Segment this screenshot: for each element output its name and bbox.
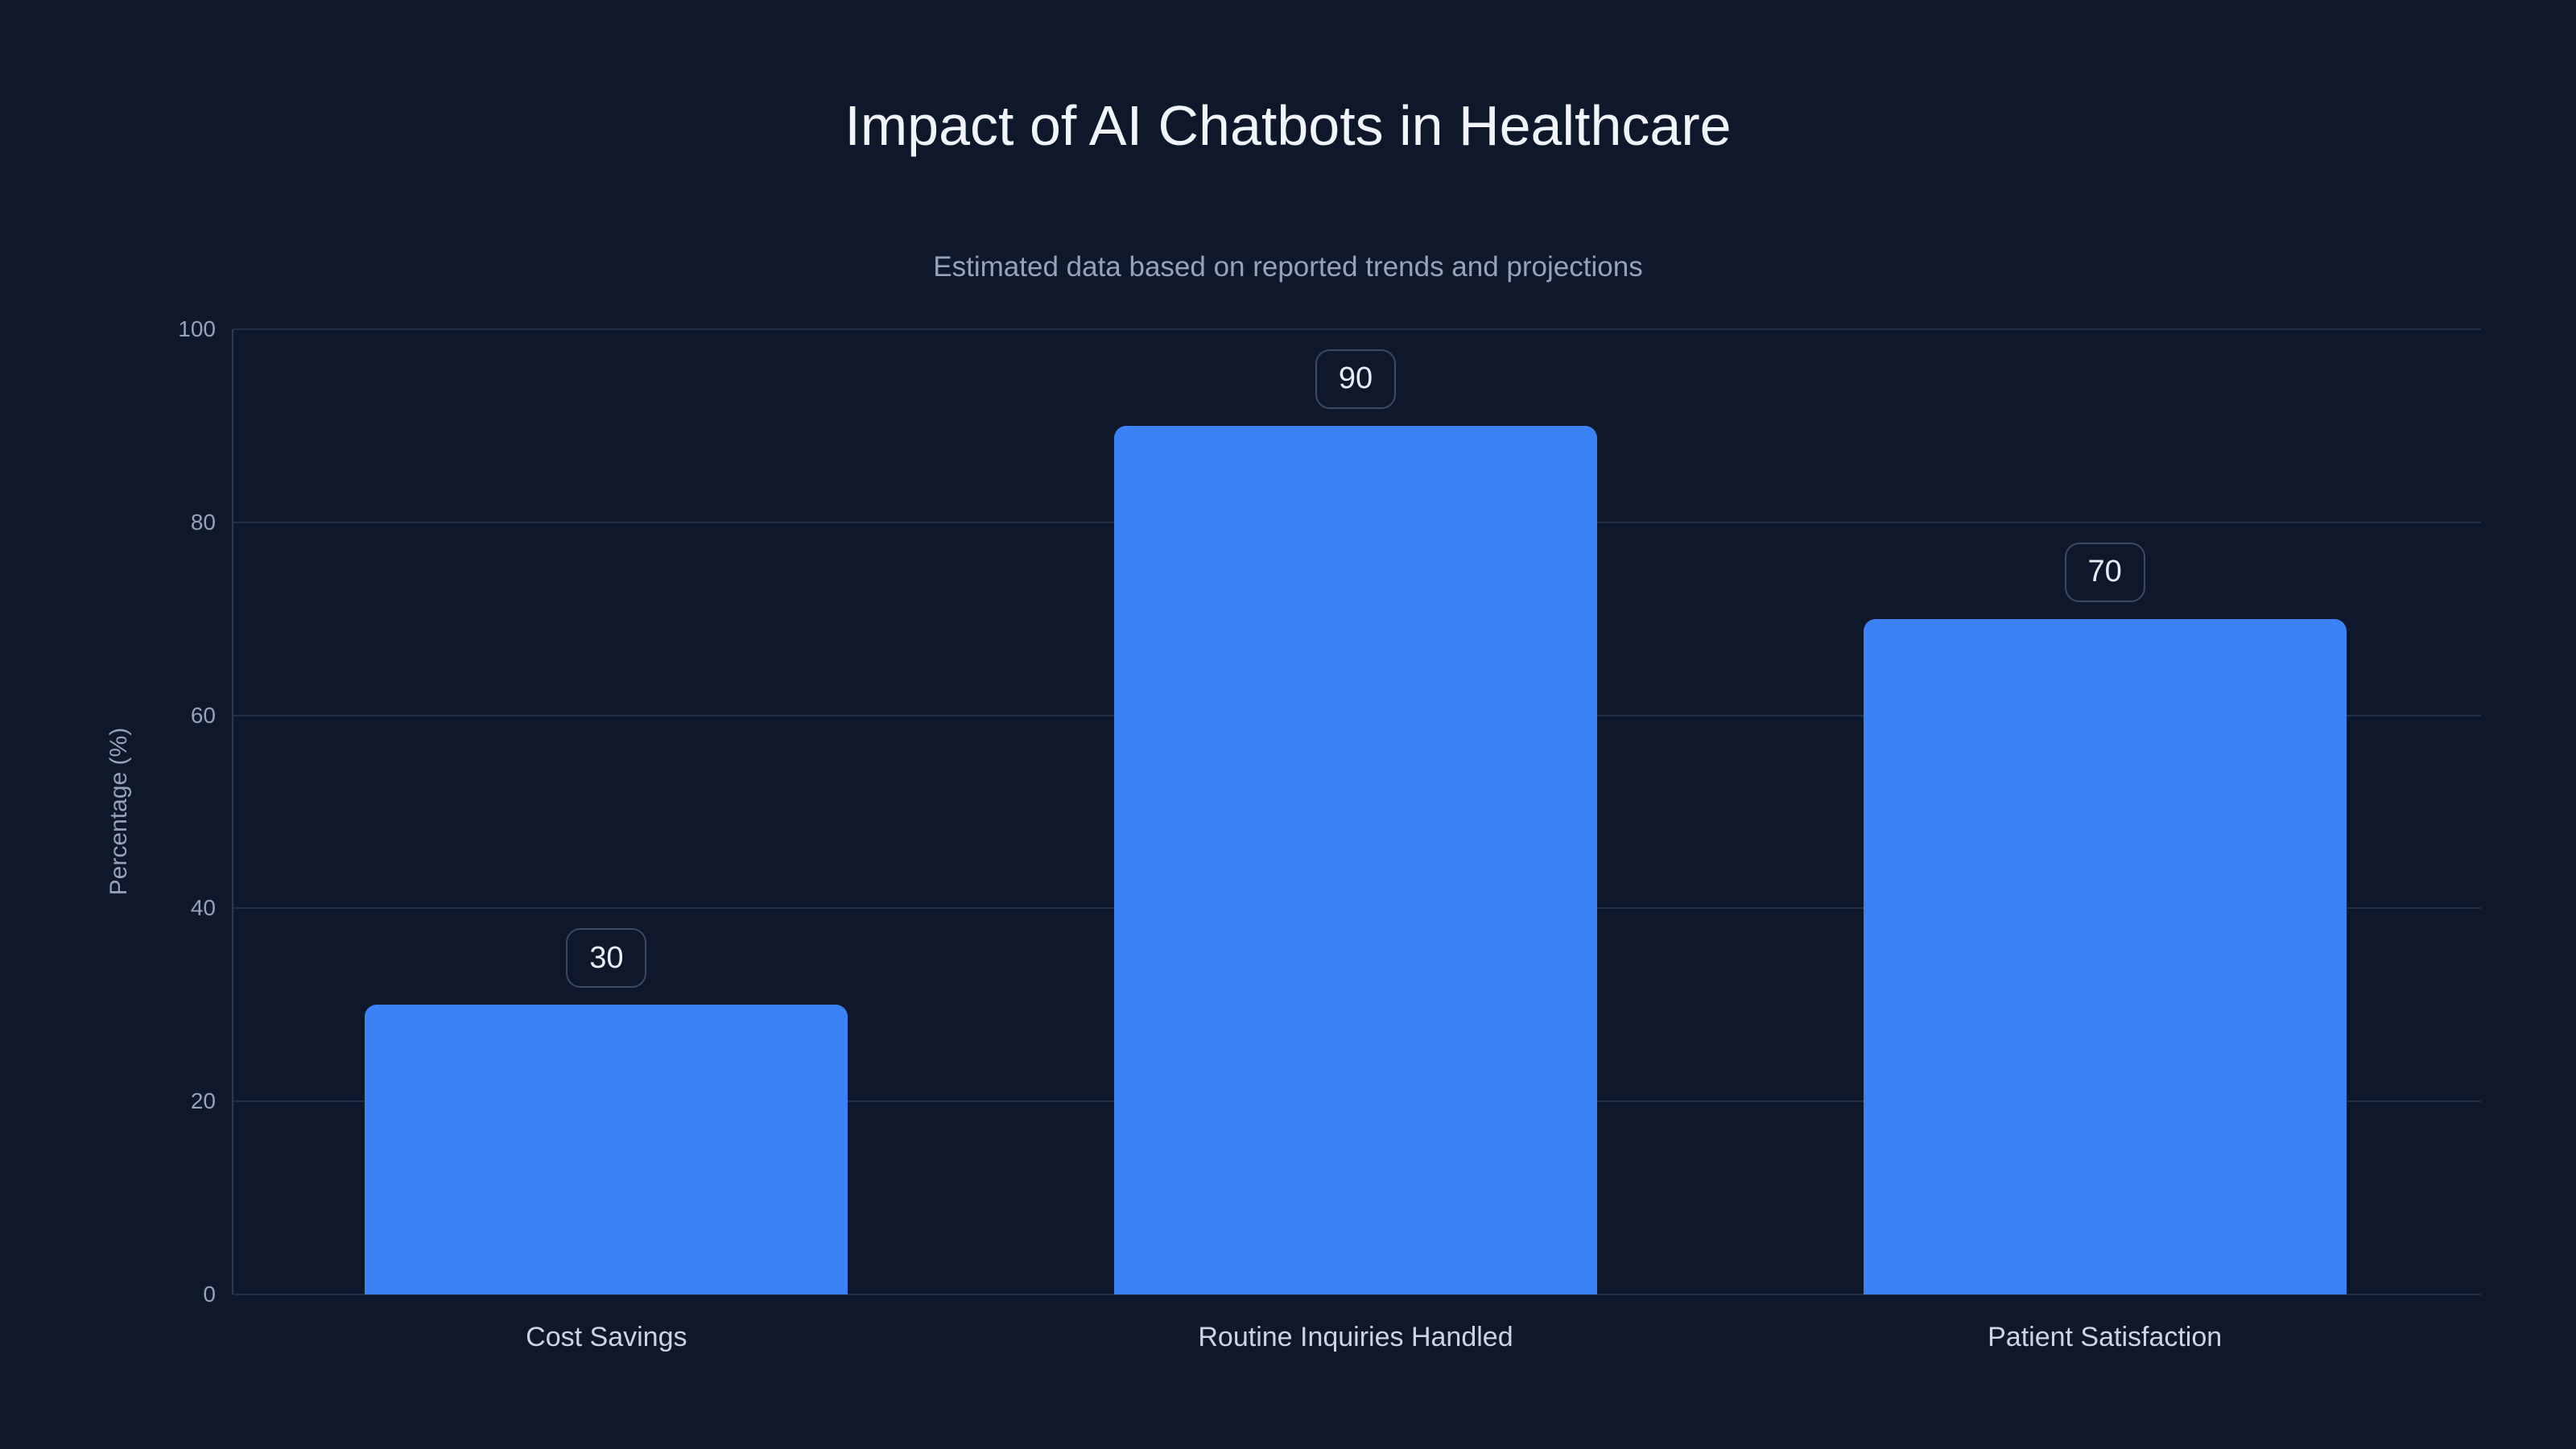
y-axis-title: Percentage (%) (105, 727, 132, 896)
bar-1[interactable] (1114, 425, 1597, 1294)
y-tick-label-40: 40 (190, 895, 216, 921)
y-tick-label-60: 60 (190, 702, 216, 728)
x-category-label-1: Routine Inquiries Handled (1198, 1322, 1513, 1352)
chart-title: Impact of AI Chatbots in Healthcare (844, 94, 1732, 157)
x-category-label-0: Cost Savings (526, 1322, 687, 1352)
value-badge-0: 30 (566, 928, 647, 989)
bar-0[interactable] (365, 1005, 848, 1294)
y-tick-label-20: 20 (190, 1088, 216, 1114)
chart-subtitle: Estimated data based on reported trends … (933, 251, 1643, 283)
value-badge-1: 90 (1315, 349, 1396, 409)
bar-2[interactable] (1863, 618, 2347, 1294)
y-gridline-100 (233, 328, 2481, 330)
y-tick-label-100: 100 (178, 316, 216, 341)
y-tick-label-0: 0 (203, 1282, 216, 1307)
y-tick-label-80: 80 (190, 509, 216, 535)
x-category-label-2: Patient Satisfaction (1988, 1322, 2223, 1352)
value-badge-2: 70 (2064, 542, 2145, 602)
y-gridline-0 (233, 1294, 2481, 1295)
